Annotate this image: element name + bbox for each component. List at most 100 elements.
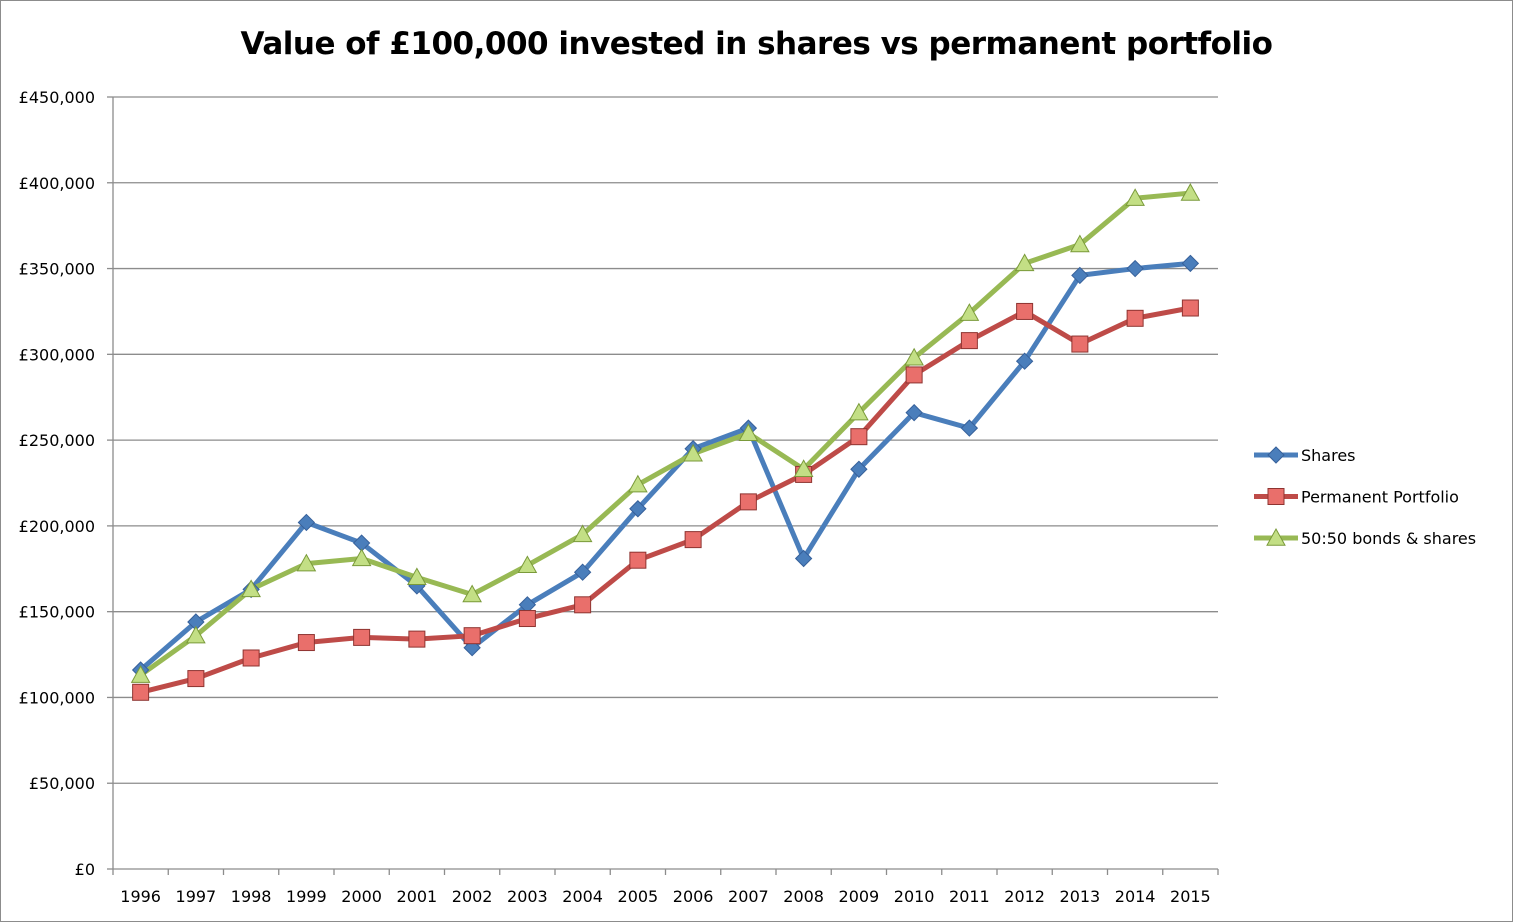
data-point bbox=[517, 555, 538, 574]
series-lines bbox=[130, 183, 1201, 701]
data-point bbox=[628, 474, 648, 493]
data-point bbox=[794, 549, 813, 568]
x-tick-label: 2006 bbox=[673, 887, 714, 906]
series-line bbox=[138, 260, 1191, 672]
data-point bbox=[1126, 259, 1144, 278]
data-point bbox=[738, 423, 759, 441]
data-point bbox=[353, 628, 371, 646]
x-tick-label: 2004 bbox=[562, 887, 603, 906]
data-point bbox=[905, 366, 923, 384]
data-point bbox=[905, 403, 923, 422]
x-tick-label: 2010 bbox=[894, 887, 935, 906]
data-point bbox=[1125, 188, 1145, 206]
data-point bbox=[297, 634, 315, 652]
legend-marker bbox=[1267, 446, 1285, 464]
legend-label: Shares bbox=[1301, 446, 1356, 465]
data-point bbox=[130, 665, 151, 683]
legend-entry: 50:50 bonds & shares bbox=[1254, 527, 1476, 548]
x-tick-label: 1999 bbox=[286, 887, 327, 906]
y-tick-label: £300,000 bbox=[19, 345, 95, 364]
x-tick-label: 2009 bbox=[839, 887, 880, 906]
data-point bbox=[574, 596, 592, 614]
y-tick-label: £100,000 bbox=[19, 688, 95, 707]
data-point bbox=[242, 649, 260, 667]
legend-label: Permanent Portfolio bbox=[1301, 488, 1459, 507]
x-tick-label: 1998 bbox=[231, 887, 272, 906]
y-tick-label: £350,000 bbox=[19, 260, 95, 279]
legend-entry: Permanent Portfolio bbox=[1254, 488, 1459, 507]
data-point bbox=[850, 428, 868, 446]
data-point bbox=[684, 531, 702, 549]
legend: Shares Permanent Portfolio 50:50 bonds & s… bbox=[1254, 446, 1476, 548]
data-point bbox=[408, 630, 426, 648]
x-tick-label: 2001 bbox=[397, 887, 438, 906]
data-point bbox=[462, 584, 482, 603]
data-point bbox=[407, 567, 427, 586]
data-point bbox=[1016, 302, 1034, 320]
y-tick-label: £250,000 bbox=[19, 431, 95, 450]
data-point bbox=[959, 303, 980, 321]
data-point bbox=[683, 443, 703, 462]
series-triangle bbox=[139, 190, 1191, 678]
series-square bbox=[140, 305, 1191, 695]
x-tick-label: 2011 bbox=[949, 887, 990, 906]
legend-label: 50:50 bonds & shares bbox=[1301, 529, 1476, 548]
gridlines bbox=[113, 96, 1218, 784]
data-point bbox=[1014, 253, 1035, 272]
data-point bbox=[463, 627, 481, 645]
y-tick-label: £450,000 bbox=[19, 88, 95, 107]
legend-marker bbox=[1266, 527, 1286, 546]
data-point bbox=[1071, 335, 1089, 353]
legend-marker bbox=[1267, 488, 1285, 505]
y-tick-label: £0 bbox=[75, 860, 95, 879]
data-point bbox=[1181, 299, 1199, 317]
data-point bbox=[960, 419, 979, 437]
legend-entry: Shares bbox=[1254, 446, 1356, 465]
data-point bbox=[1126, 309, 1144, 327]
series-diamond bbox=[138, 260, 1191, 672]
data-point bbox=[629, 500, 647, 518]
data-point bbox=[241, 579, 261, 598]
data-point bbox=[1015, 352, 1034, 370]
x-tick-label: 2002 bbox=[452, 887, 493, 906]
y-tick-label: £50,000 bbox=[29, 774, 95, 793]
data-point bbox=[793, 459, 814, 477]
y-tick-label: £400,000 bbox=[19, 174, 95, 193]
data-point bbox=[572, 524, 593, 543]
x-tick-label: 1997 bbox=[176, 887, 217, 906]
data-point bbox=[849, 402, 869, 421]
data-point bbox=[1181, 254, 1200, 273]
series-markers bbox=[131, 254, 1200, 679]
data-point bbox=[132, 683, 150, 701]
series-markers bbox=[132, 299, 1199, 701]
x-tick-label: 2012 bbox=[1004, 887, 1045, 906]
x-tick-label: 2008 bbox=[783, 887, 824, 906]
chart-title: Value of £100,000 invested in shares vs … bbox=[240, 26, 1273, 62]
data-point bbox=[1070, 234, 1090, 253]
x-tick-label: 2013 bbox=[1060, 887, 1101, 906]
data-point bbox=[629, 551, 647, 569]
y-tick-label: £200,000 bbox=[19, 517, 95, 536]
data-point bbox=[1071, 266, 1089, 285]
data-point bbox=[187, 670, 205, 688]
x-tick-label: 2014 bbox=[1115, 887, 1156, 906]
x-tick-label: 2005 bbox=[618, 887, 659, 906]
x-tick-label: 1996 bbox=[120, 887, 161, 906]
x-tick-label: 2003 bbox=[507, 887, 548, 906]
data-point bbox=[960, 332, 978, 350]
series-line bbox=[139, 190, 1191, 678]
data-point bbox=[297, 513, 316, 532]
x-tick-label: 2015 bbox=[1170, 887, 1211, 906]
data-point bbox=[518, 610, 536, 628]
data-point bbox=[573, 563, 592, 581]
data-point bbox=[739, 493, 757, 511]
x-tick-label: 2007 bbox=[728, 887, 769, 906]
data-point bbox=[296, 553, 317, 572]
data-point bbox=[904, 347, 924, 366]
data-point bbox=[1180, 183, 1201, 201]
data-point bbox=[186, 625, 206, 644]
axes: £0 £50,000 £100,000 £150,000 £200,000 £250,00… bbox=[19, 88, 1219, 906]
series-line bbox=[140, 305, 1191, 695]
x-tick-label: 2000 bbox=[341, 887, 382, 906]
